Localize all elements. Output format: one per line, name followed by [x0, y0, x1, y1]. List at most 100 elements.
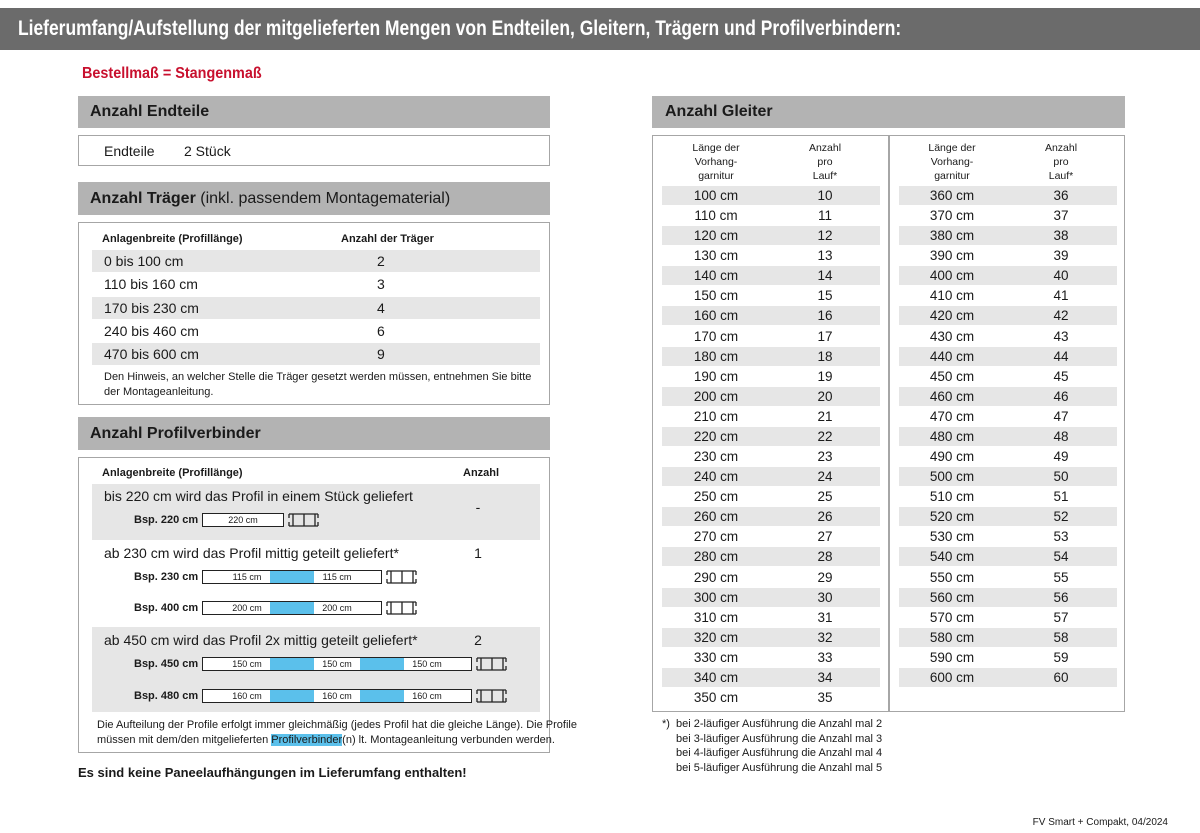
row-label: 110 cm — [694, 208, 738, 224]
row-value: 4 — [377, 299, 385, 316]
row-value: 37 — [1053, 208, 1069, 224]
row-stripe — [899, 547, 1117, 567]
row-value: 49 — [1053, 449, 1069, 465]
bracket-icon — [476, 689, 507, 703]
note-part: (n) lt. Montageanleitung verbunden werde… — [342, 734, 555, 746]
row-value: 42 — [1053, 308, 1069, 324]
row-value: 21 — [817, 408, 833, 424]
row-label: 570 cm — [929, 609, 975, 625]
group-text: ab 230 cm wird das Profil mittig geteilt… — [104, 545, 399, 561]
row-label: 560 cm — [929, 589, 975, 605]
row-value: 25 — [817, 489, 833, 505]
row-value: 13 — [817, 248, 833, 264]
row-value: 43 — [1053, 328, 1069, 344]
row-stripe — [662, 386, 880, 406]
bracket-icon — [476, 657, 507, 671]
row-value: 18 — [817, 348, 833, 364]
column-header: Lauf* — [812, 170, 838, 182]
row-value: 59 — [1053, 649, 1069, 665]
row-label: 250 cm — [693, 489, 739, 505]
profile-bar — [202, 689, 472, 703]
subtitle: Bestellmaß = Stangenmaß — [82, 65, 262, 82]
column-header: Länge der — [928, 142, 976, 154]
column-header: Vorhang- — [694, 156, 738, 168]
group-text: bis 220 cm wird das Profil in einem Stüc… — [104, 488, 413, 504]
row-value: 20 — [817, 388, 833, 404]
row-label: 270 cm — [693, 529, 739, 545]
row-stripe — [662, 507, 880, 527]
row-label: 300 cm — [693, 589, 739, 605]
row-value: 55 — [1053, 569, 1069, 585]
row-label: 460 cm — [929, 388, 975, 404]
column-header: Anzahl der Träger — [341, 233, 434, 245]
row-value: 57 — [1053, 609, 1069, 625]
row-label: 240 cm — [693, 469, 739, 485]
row-stripe — [662, 627, 880, 647]
row-label: 140 cm — [693, 268, 739, 284]
row-value: 40 — [1053, 268, 1069, 284]
row-value: 58 — [1053, 629, 1069, 645]
row-stripe — [92, 296, 540, 319]
connector — [270, 690, 314, 702]
row-value: 53 — [1053, 529, 1069, 545]
row-label: 530 cm — [929, 529, 975, 545]
note-line: Den Hinweis, an welcher Stelle die Träge… — [104, 371, 532, 383]
column-header: pro — [817, 156, 833, 168]
row-value: 22 — [817, 428, 833, 444]
group-stripe — [92, 484, 540, 540]
column-header: Lauf* — [1048, 170, 1074, 182]
row-value: 47 — [1053, 408, 1069, 424]
row-stripe — [662, 306, 880, 326]
section-box — [78, 457, 550, 753]
column-header: Länge der — [692, 142, 740, 154]
row-value: 17 — [817, 328, 833, 344]
row-label: 240 bis 460 cm — [104, 322, 199, 339]
row-label: 200 cm — [693, 388, 739, 404]
row-value: 32 — [817, 629, 833, 645]
column-header: pro — [1053, 156, 1069, 168]
row-value: 45 — [1053, 368, 1069, 384]
footnote-line: bei 4-läufiger Ausführung die Anzahl mal… — [676, 747, 883, 759]
row-label: 220 cm — [693, 428, 739, 444]
row-label: 210 cm — [693, 408, 739, 424]
row-value: 48 — [1053, 428, 1069, 444]
row-label: 0 bis 100 cm — [104, 253, 184, 269]
row-label: 310 cm — [693, 609, 739, 625]
section-box — [78, 135, 550, 166]
row-value: 36 — [1053, 188, 1069, 203]
segment-label: 160 cm — [322, 691, 352, 701]
heading-main: Anzahl Träger — [90, 190, 196, 207]
row-label: 540 cm — [929, 549, 975, 565]
footer-note: Es sind keine Paneelaufhängungen im Lief… — [78, 765, 467, 780]
segment-label: 150 cm — [232, 659, 262, 669]
footnote-line: bei 2-läufiger Ausführung die Anzahl mal… — [676, 718, 883, 730]
footnote-line: bei 5-läufiger Ausführung die Anzahl mal… — [676, 761, 883, 774]
row-value: 35 — [817, 690, 833, 705]
segment-label: 220 cm — [228, 515, 258, 525]
row-value: 28 — [817, 549, 833, 565]
section-heading: Anzahl Träger (inkl. passendem Montagema… — [90, 188, 450, 210]
segment-label: 115 cm — [322, 572, 352, 582]
row-label: 100 cm — [693, 188, 739, 203]
row-value: 54 — [1053, 549, 1069, 565]
row-label: 330 cm — [693, 649, 739, 665]
row-value: 50 — [1053, 469, 1069, 485]
row-value: 27 — [817, 529, 833, 545]
profile-bar — [202, 657, 472, 671]
row-stripe — [899, 627, 1117, 647]
note-part: müssen mit dem/den mitgelieferten — [97, 734, 272, 746]
row-label: 350 cm — [693, 690, 739, 705]
row-value: 11 — [817, 208, 833, 224]
row-value: 60 — [1053, 669, 1069, 685]
bracket-icon — [386, 570, 417, 584]
row-label: 340 cm — [693, 669, 739, 685]
footnote-marker: *) — [662, 718, 670, 730]
row-stripe — [899, 507, 1117, 527]
row-stripe — [899, 467, 1117, 487]
row-stripe — [662, 587, 880, 607]
section-heading: Anzahl Endteile — [90, 103, 210, 120]
header-bar — [0, 8, 1200, 50]
row-value: 52 — [1053, 509, 1069, 525]
row-stripe — [92, 343, 540, 366]
